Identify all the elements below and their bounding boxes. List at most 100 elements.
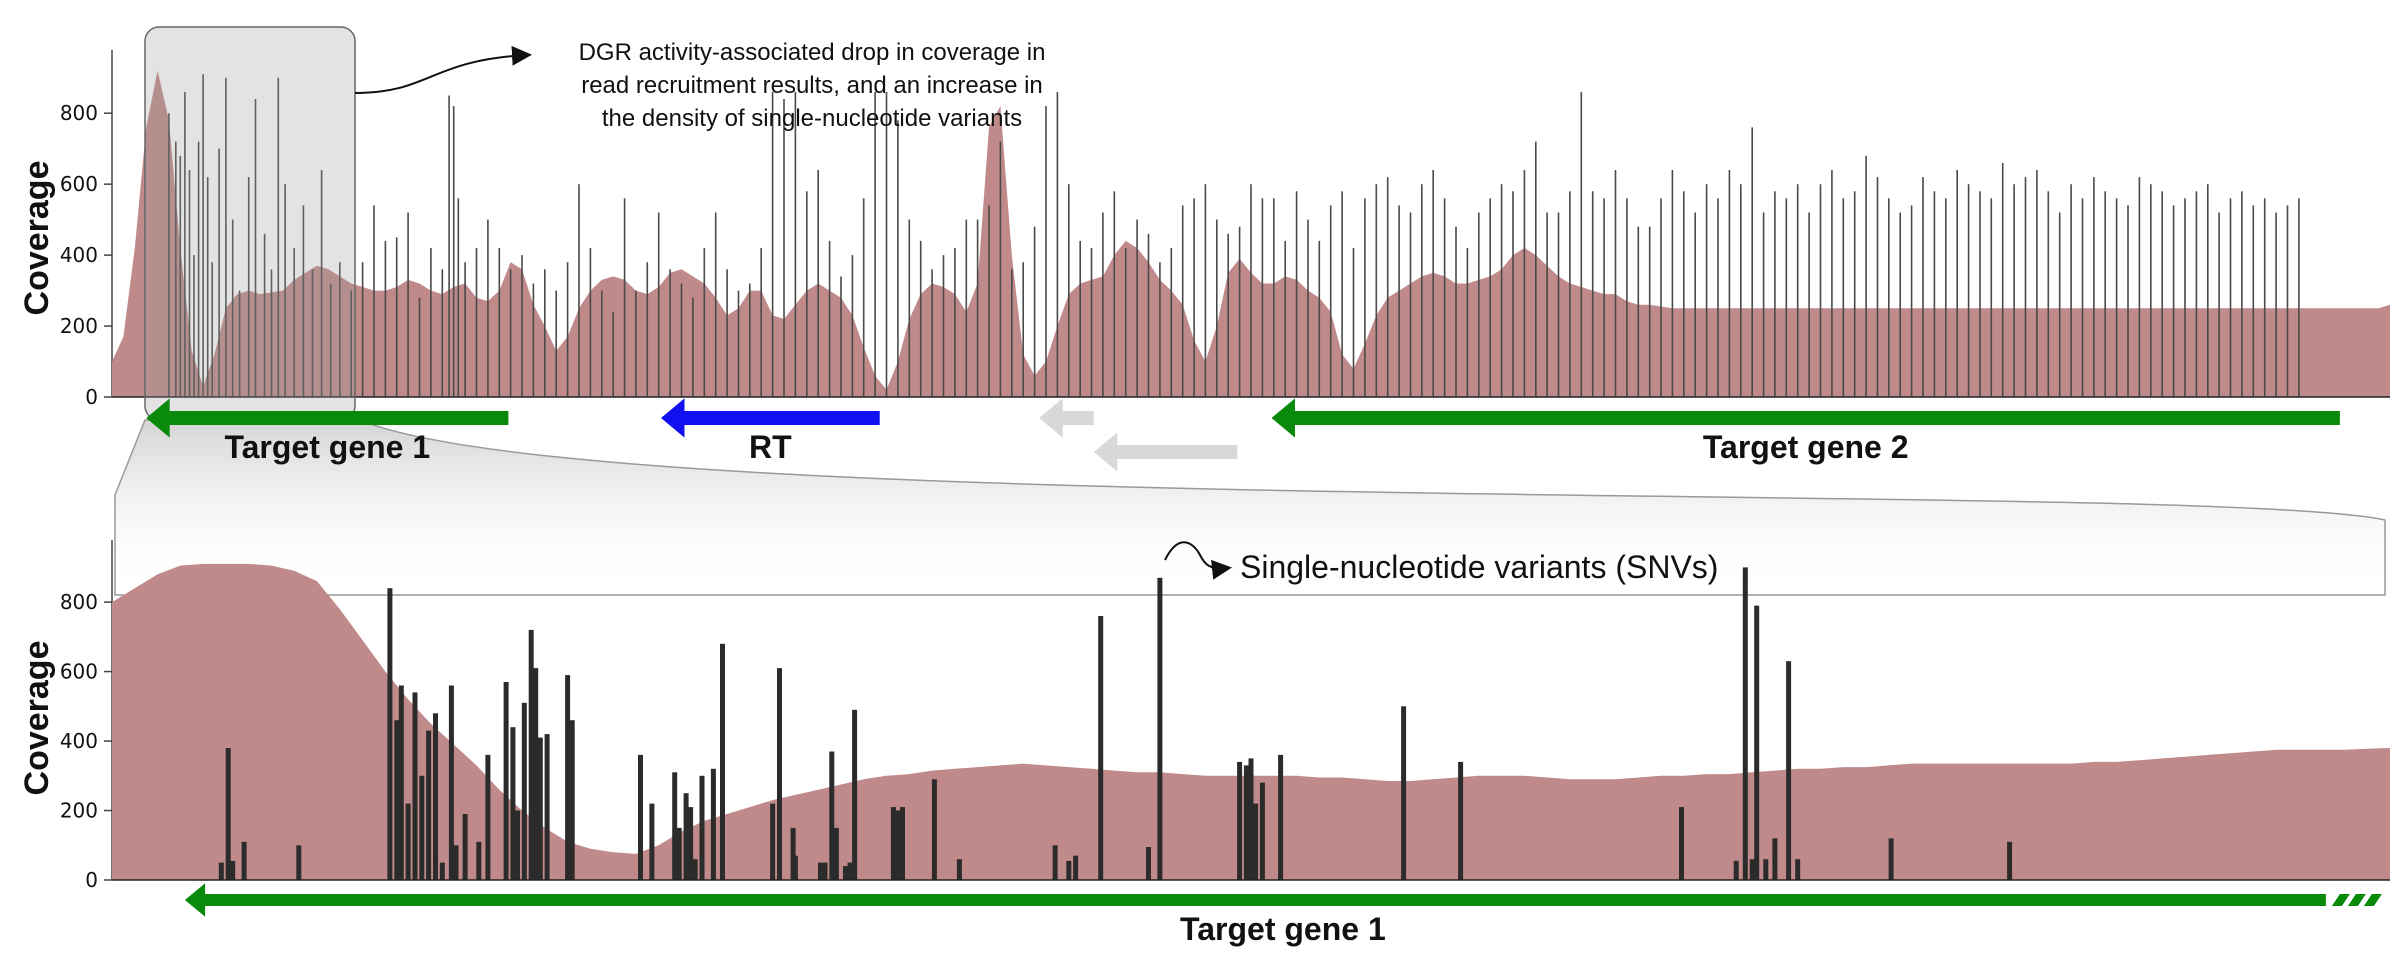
snv-bar	[1660, 198, 1662, 397]
snv-bar	[1102, 212, 1104, 397]
snv-bar	[533, 668, 539, 880]
snv-bar	[555, 290, 557, 397]
snv-bar	[1853, 191, 1856, 397]
snv-bar	[1352, 248, 1355, 397]
snv-bar	[1318, 240, 1321, 397]
snv-bar	[737, 290, 740, 397]
snv-bar	[843, 866, 848, 880]
snv-bar	[329, 283, 332, 397]
snv-bar	[720, 643, 725, 880]
snv-bar	[2229, 198, 2232, 397]
snv-bar	[692, 297, 694, 397]
snv-bar	[1694, 212, 1696, 397]
dgr-note-line-3: the density of single-nucleotide variant…	[602, 105, 1022, 132]
snv-bar	[760, 248, 762, 397]
snv-bar	[895, 810, 901, 880]
snv-bar	[350, 290, 352, 397]
snv-bar	[1990, 198, 1993, 397]
snv-bar	[1795, 859, 1801, 880]
snv-bar	[1341, 191, 1343, 397]
snv-bar	[1831, 170, 1833, 397]
top-gene-arrows: Target gene 1 RT Target gene 2	[146, 398, 2340, 472]
snv-bar	[1181, 205, 1184, 397]
rt-arrow	[661, 398, 880, 438]
snv-bar	[1679, 807, 1684, 880]
bottom-y-tick-label: 0	[85, 868, 98, 892]
snv-bar	[1865, 155, 1867, 397]
snv-bar	[1772, 838, 1778, 880]
snv-bar	[566, 262, 569, 397]
bottom-y-tick-label: 600	[60, 660, 98, 684]
snv-bar	[1455, 226, 1457, 397]
snv-bar	[672, 772, 678, 880]
dgr-note: DGR activity-associated drop in coverage…	[579, 39, 1046, 132]
snv-bar	[361, 262, 364, 397]
snv-bar	[475, 248, 478, 397]
unlabeled-gene-arrow	[1093, 432, 1238, 472]
snv-bar	[1591, 191, 1594, 397]
snv-bar	[1762, 212, 1765, 397]
snv-bar	[462, 814, 468, 880]
snv-bar	[2184, 198, 2186, 397]
snv-bar	[179, 155, 182, 397]
snv-bar	[1248, 758, 1254, 880]
snv-bar	[175, 141, 177, 397]
snv-bar	[2115, 198, 2118, 397]
snv-bar	[1090, 248, 1093, 397]
snv-bar	[623, 198, 626, 397]
snv-bar	[168, 113, 170, 397]
snv-bar	[569, 720, 575, 880]
snv-bar	[1876, 177, 1879, 397]
snv-bar	[2024, 177, 2027, 397]
snv-bar	[638, 754, 643, 880]
snv-bar	[2127, 205, 2129, 397]
target-gene-1-arrow	[184, 883, 2326, 917]
snv-bar	[387, 588, 393, 880]
snv-bar	[1204, 184, 1207, 397]
snv-bar	[1079, 240, 1081, 397]
snv-bar	[254, 99, 257, 397]
snv-bar	[669, 269, 671, 397]
dgr-note-line-1: DGR activity-associated drop in coverage…	[579, 39, 1046, 66]
snv-bar	[1888, 838, 1894, 880]
snv-bar	[1398, 205, 1400, 397]
snv-bar	[206, 177, 209, 397]
snv-bar	[1216, 219, 1218, 397]
snv-bar	[1307, 219, 1309, 397]
snv-bar	[441, 269, 444, 397]
snv-bar	[230, 860, 236, 880]
snv-bar	[284, 184, 286, 397]
snv-bar	[218, 148, 220, 397]
snv-bar	[544, 734, 550, 880]
snv-bar	[1066, 860, 1072, 880]
snv-bar	[1910, 205, 1913, 397]
snv-bar	[241, 841, 247, 880]
snv-bar	[407, 212, 409, 397]
snv-bar	[1113, 191, 1116, 397]
snv-bar	[1443, 198, 1446, 397]
snv-bar	[956, 859, 962, 880]
snv-bar	[840, 276, 842, 397]
snv-bar	[311, 269, 314, 397]
snv-bar	[897, 120, 899, 398]
snv-bar	[874, 91, 876, 398]
snv-bar	[770, 803, 776, 880]
snv-bar	[1763, 859, 1769, 880]
snv-bar	[202, 74, 204, 397]
snv-bar	[1637, 226, 1640, 397]
bottom-coverage-panel: Coverage 0 200 400 600 800 Target gene 1 Sin…	[18, 540, 2390, 947]
snv-bar	[2138, 177, 2141, 397]
snv-bar	[1193, 198, 1195, 397]
snv-bar	[792, 855, 798, 880]
snv-bar	[1888, 198, 1890, 397]
snv-bar	[688, 807, 694, 880]
snv-bar	[1458, 761, 1464, 880]
snv-bar	[277, 77, 280, 397]
snv-bar	[862, 198, 865, 397]
snv-bar	[1785, 198, 1788, 397]
bottom-gene-arrows: Target gene 1	[184, 883, 2382, 947]
snv-bar	[900, 807, 905, 880]
snv-bar	[373, 205, 375, 397]
snv-bar	[515, 810, 520, 880]
snv-bar	[726, 269, 728, 397]
